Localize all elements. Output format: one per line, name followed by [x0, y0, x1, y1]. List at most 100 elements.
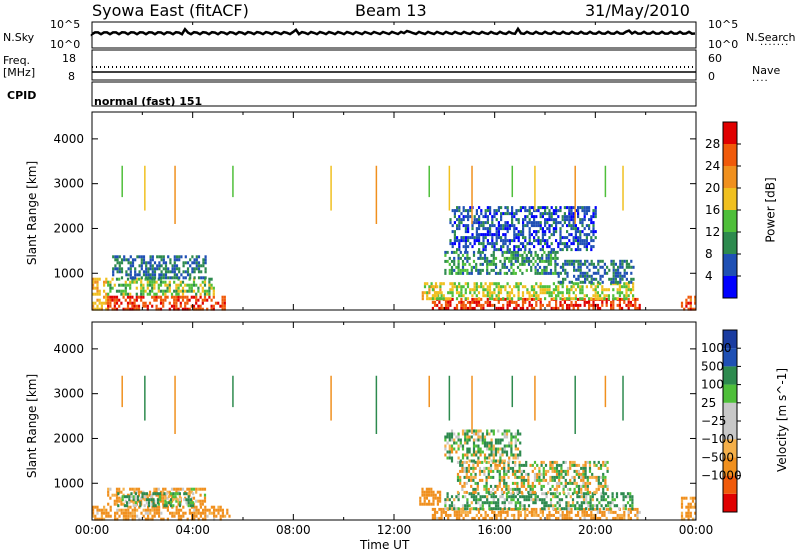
power-cell	[486, 218, 489, 222]
power-cell	[557, 221, 560, 225]
power-cell	[147, 267, 150, 271]
velocity-cell	[463, 460, 466, 464]
velocity-cell	[472, 498, 476, 502]
power-cell	[530, 221, 533, 225]
power-cell	[113, 307, 116, 311]
power-cell	[168, 289, 171, 293]
velocity-cell	[96, 508, 99, 512]
power-cell	[514, 250, 517, 254]
power-cell	[151, 283, 154, 287]
velocity-cell	[461, 432, 465, 436]
velocity-cell	[206, 508, 209, 512]
velocity-cell	[183, 498, 186, 502]
velocity-cell	[464, 435, 467, 439]
velocity-cell	[459, 481, 462, 485]
velocity-cell	[571, 481, 574, 485]
velocity-cell	[188, 511, 191, 515]
power-cell	[577, 248, 580, 252]
nave-tick-bottom: 0	[708, 70, 715, 83]
velocity-cell	[505, 495, 509, 499]
power-cell	[203, 295, 207, 299]
velocity-cell	[614, 510, 617, 514]
velocity-cell	[204, 508, 207, 512]
power-cell	[133, 298, 136, 302]
velocity-cell	[540, 484, 543, 488]
power-cell	[471, 245, 474, 249]
power-cell	[541, 239, 544, 243]
velocity-cell	[492, 456, 495, 460]
velocity-cell	[171, 511, 174, 515]
power-cell	[555, 239, 558, 243]
velocity-cell	[503, 469, 506, 473]
power-cell	[449, 218, 452, 222]
velocity-cell	[436, 502, 439, 506]
power-cell	[537, 209, 540, 213]
power-cell	[544, 239, 547, 243]
velocity-cell	[485, 490, 488, 494]
power-cell	[433, 297, 437, 301]
power-cell	[510, 300, 514, 304]
power-cell	[486, 288, 489, 292]
power-cell	[191, 255, 194, 259]
power-colorbar-segment	[723, 210, 737, 232]
velocity-cell	[510, 441, 513, 445]
velocity-cell	[444, 498, 447, 502]
power-cell	[592, 212, 595, 216]
power-cell	[596, 303, 599, 307]
velocity-cell	[520, 490, 523, 494]
power-cell	[519, 282, 522, 286]
velocity-cell	[114, 511, 117, 515]
velocity-cell	[127, 517, 130, 521]
velocity-cell	[520, 469, 523, 473]
velocity-cell	[555, 487, 559, 491]
power-cell	[574, 248, 577, 252]
power-cell	[594, 209, 597, 213]
velocity-cell	[467, 466, 471, 470]
velocity-cell	[505, 444, 509, 448]
power-cell	[548, 212, 551, 216]
velocity-cell	[531, 463, 534, 467]
velocity-cell	[147, 511, 150, 515]
velocity-cell	[580, 495, 583, 499]
velocity-cell	[115, 499, 119, 503]
power-cell	[158, 273, 161, 277]
power-cell	[617, 268, 620, 272]
velocity-cell	[459, 463, 462, 467]
velocity-cell	[124, 499, 127, 503]
velocity-cell	[131, 517, 134, 521]
power-cell	[120, 258, 124, 262]
velocity-cell	[487, 487, 490, 491]
power-cell	[486, 230, 489, 234]
power-cell	[92, 304, 95, 308]
power-cell	[486, 303, 489, 307]
power-cell	[493, 245, 496, 249]
velocity-cell	[117, 504, 120, 508]
power-cell	[577, 268, 580, 272]
power-cell	[118, 289, 121, 293]
power-cell	[434, 282, 438, 286]
power-cell	[473, 300, 476, 304]
velocity-cell	[444, 435, 447, 439]
velocity-cell	[455, 507, 458, 511]
velocity-cell	[543, 498, 546, 502]
power-cell	[508, 248, 511, 252]
power-cell	[186, 298, 189, 302]
power-cell	[491, 303, 494, 307]
velocity-cell	[478, 469, 482, 473]
power-cell	[579, 274, 582, 278]
power-cell	[547, 256, 550, 260]
velocity-cell	[498, 463, 501, 467]
velocity-cell	[600, 492, 603, 496]
power-cell	[159, 307, 163, 311]
velocity-cell	[585, 501, 588, 505]
velocity-cell	[591, 492, 594, 496]
power-cell	[181, 289, 185, 293]
velocity-cell	[560, 507, 564, 511]
velocity-cell	[691, 517, 695, 521]
power-cell	[583, 212, 586, 216]
velocity-cell	[120, 511, 123, 515]
power-cell	[493, 209, 496, 213]
velocity-cell	[618, 513, 621, 517]
velocity-cell	[511, 490, 515, 494]
power-cell	[515, 218, 518, 222]
